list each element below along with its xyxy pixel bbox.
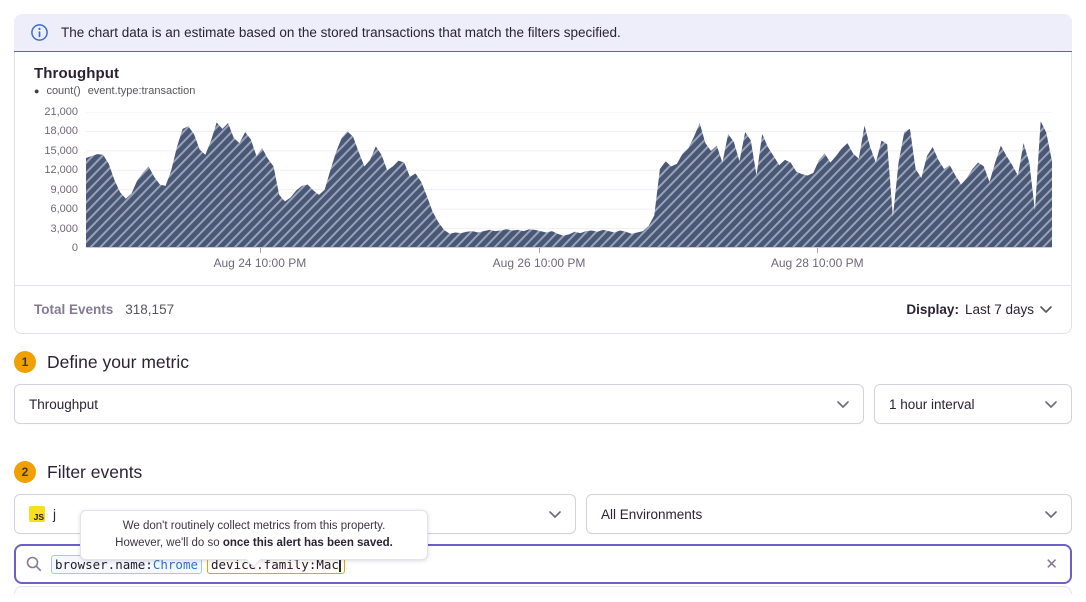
info-banner: The chart data is an estimate based on t… (14, 14, 1072, 52)
tooltip-line1: We don't routinely collect metrics from … (122, 520, 386, 532)
y-tick-label: 0 (71, 242, 78, 254)
environment-select-value: All Environments (601, 506, 703, 522)
y-tick-label: 15,000 (44, 144, 78, 157)
y-tick-label: 21,000 (44, 106, 78, 118)
throughput-chart: 0 3,000 6,000 9,000 12,000 15,000 18,000 21,000 (34, 106, 1052, 254)
step2-title: Filter events (47, 461, 143, 482)
interval-select-value: 1 hour interval (889, 396, 975, 412)
display-value: Last 7 days (964, 302, 1034, 317)
x-tick-label: Aug 28 10:00 PM (770, 256, 864, 270)
chart-legend: ● count() event.type:transaction (34, 85, 1052, 97)
chart-panel: Throughput ● count() event.type:transact… (14, 52, 1072, 285)
x-tick-mark (817, 248, 819, 253)
total-events-value: 318,157 (125, 302, 175, 317)
display-period-dropdown[interactable]: Display: Last 7 days (906, 302, 1052, 317)
x-axis-labels: Aug 24 10:00 PM Aug 26 10:00 PM Aug 28 10:… (86, 248, 1052, 275)
total-events-label: Total Events (34, 302, 114, 317)
clear-search-icon[interactable]: ✕ (1045, 555, 1058, 573)
token-key: device.family: (211, 556, 317, 572)
token-key: browser.name: (55, 556, 153, 572)
y-tick-label: 18,000 (44, 125, 78, 138)
metrics-tooltip: We don't routinely collect metrics from … (80, 510, 428, 568)
text-cursor (339, 556, 341, 572)
metric-row: Throughput 1 hour interval (14, 384, 1072, 424)
token-value: Chrome (152, 556, 198, 572)
info-banner-text: The chart data is an estimate based on t… (61, 25, 621, 40)
step2-heading: 2 Filter events (14, 461, 1072, 483)
step2-number-badge: 2 (14, 461, 36, 483)
chart-title: Throughput (34, 65, 120, 82)
y-axis-labels: 0 3,000 6,000 9,000 12,000 15,000 18,000 21,000 (34, 106, 86, 254)
throughput-area-chart-svg (86, 112, 1052, 248)
y-tick-label: 6,000 (50, 203, 78, 216)
chevron-down-icon (1045, 400, 1057, 408)
search-icon (26, 556, 42, 572)
legend-dot-icon: ● (34, 85, 40, 96)
step1-title: Define your metric (47, 351, 189, 372)
step1-number-badge: 1 (14, 351, 36, 373)
metric-select[interactable]: Throughput (14, 384, 864, 424)
chevron-down-icon (1045, 510, 1057, 518)
interval-select[interactable]: 1 hour interval (874, 384, 1072, 424)
legend-series-label: count() (46, 85, 81, 97)
y-tick-label: 12,000 (44, 164, 78, 177)
environment-select[interactable]: All Environments (586, 494, 1072, 534)
project-select-value: j (53, 506, 56, 522)
x-tick-label: Aug 26 10:00 PM (492, 256, 586, 270)
token-value: Mac (316, 556, 339, 572)
chevron-down-icon (837, 400, 849, 408)
next-panel-edge (14, 586, 1072, 594)
x-tick-mark (539, 248, 541, 253)
x-tick-mark (259, 248, 261, 253)
step1-heading: 1 Define your metric (14, 351, 1072, 373)
metric-select-value: Throughput (29, 396, 99, 412)
x-tick-label: Aug 24 10:00 PM (213, 256, 307, 270)
javascript-platform-icon: JS (29, 506, 45, 522)
info-icon (31, 24, 48, 41)
chart-summary-footer: Total Events 318,157 Display: Last 7 day… (14, 285, 1072, 334)
legend-filter-label: event.type:transaction (87, 85, 196, 97)
tooltip-line2: However, we'll do so once this alert has… (115, 536, 393, 549)
chart-plot-area[interactable] (86, 112, 1052, 248)
y-tick-label: 9,000 (50, 183, 78, 196)
display-label: Display: (906, 302, 959, 317)
y-tick-label: 3,000 (50, 222, 78, 235)
chevron-down-icon (1040, 306, 1052, 313)
chevron-down-icon (549, 510, 561, 518)
